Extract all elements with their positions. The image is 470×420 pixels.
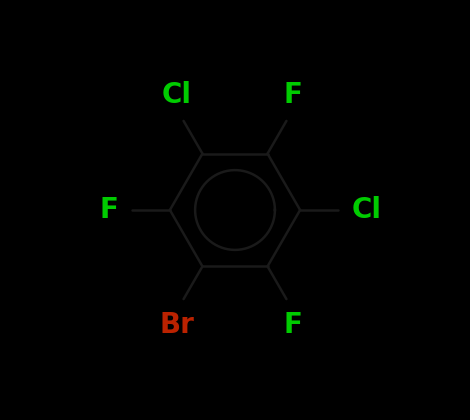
Text: Cl: Cl [352,196,381,224]
Text: Cl: Cl [162,81,192,109]
Text: F: F [100,196,118,224]
Text: Br: Br [159,311,194,339]
Text: F: F [284,81,303,109]
Text: F: F [284,311,303,339]
